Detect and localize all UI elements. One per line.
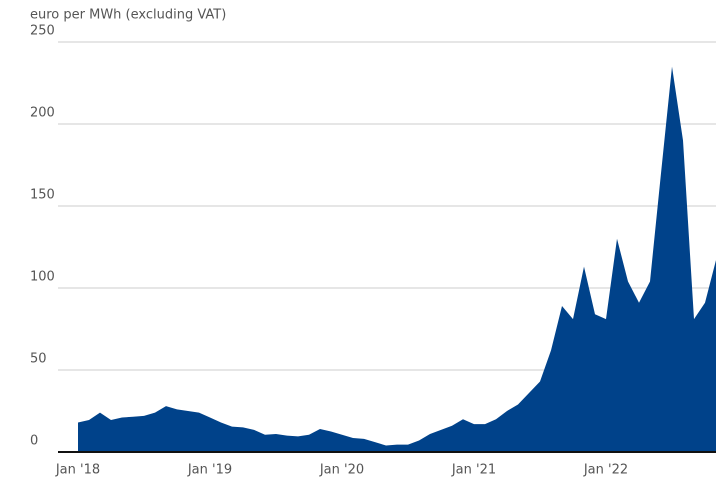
y-tick-label: 150 [30, 188, 55, 203]
x-tick-label: Jan '21 [451, 463, 496, 478]
y-tick-label: 100 [30, 270, 55, 285]
y-tick-label: 50 [30, 352, 47, 367]
area [78, 66, 716, 452]
y-tick-label: 200 [30, 106, 55, 121]
y-tick-label: 0 [30, 434, 38, 449]
x-tick-label: Jan '19 [187, 463, 232, 478]
x-tick-label: Jan '22 [583, 463, 628, 478]
y-tick-label: 250 [30, 24, 55, 39]
x-tick-label: Jan '20 [319, 463, 364, 478]
y-axis-label: euro per MWh (excluding VAT) [30, 8, 226, 23]
x-tick-label: Jan '18 [55, 463, 100, 478]
